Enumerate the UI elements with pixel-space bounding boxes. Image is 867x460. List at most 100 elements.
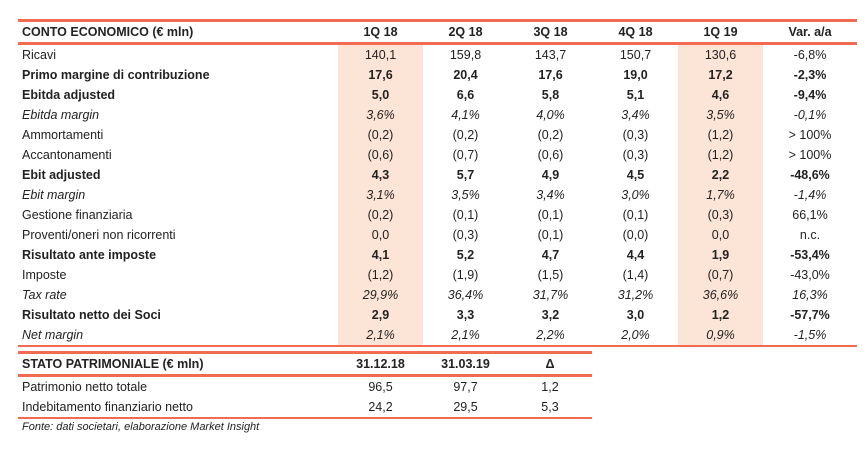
row-value: 150,7: [619, 48, 652, 62]
table-row: Imposte (1,2) (1,9) (1,5) (1,4) (0,7) -43,0%: [18, 265, 857, 285]
row-label: Ricavi: [22, 48, 57, 62]
row-value: (0,2): [537, 128, 564, 142]
row-value: 1,7%: [678, 185, 763, 205]
row-value: 2,0%: [621, 328, 650, 342]
row-value: 4,1: [338, 245, 423, 265]
table-row: Ebit margin 3,1% 3,5% 3,4% 3,0% 1,7% -1,4%: [18, 185, 857, 205]
row-value: 17,2: [678, 65, 763, 85]
table-row: Indebitamento finanziario netto 24,2 29,5 5…: [18, 397, 592, 418]
row-value: 4,9: [541, 168, 560, 182]
row-value: 5,3: [541, 400, 559, 414]
row-value: 4,0%: [536, 108, 565, 122]
table-title: CONTO ECONOMICO (€ mln): [18, 20, 338, 45]
row-value: -48,6%: [790, 168, 830, 182]
row-value: 3,0%: [621, 188, 650, 202]
row-label: Primo margine di contribuzione: [22, 68, 210, 82]
table-row: Ricavi 140,1 159,8 143,7 150,7 130,6 -6,8%: [18, 43, 857, 65]
row-value: 0,0: [678, 225, 763, 245]
table-row: Ebitda margin 3,6% 4,1% 4,0% 3,4% 3,5% -0,1%: [18, 105, 857, 125]
column-header: Var. a/a: [763, 20, 857, 45]
row-label: Risultato ante imposte: [22, 248, 157, 262]
column-header: 1Q 18: [338, 20, 423, 45]
row-value: (0,6): [338, 145, 423, 165]
row-value: 2,9: [338, 305, 423, 325]
row-value: 3,1%: [338, 185, 423, 205]
row-label: Accantonamenti: [22, 148, 112, 162]
row-label: Proventi/oneri non ricorrenti: [22, 228, 176, 242]
row-value: 1,2: [678, 305, 763, 325]
row-value: 5,1: [626, 88, 645, 102]
row-value: (0,3): [622, 128, 649, 142]
row-value: 17,6: [538, 68, 563, 82]
row-value: 5,0: [338, 85, 423, 105]
row-value: n.c.: [799, 228, 821, 242]
row-label: Risultato netto dei Soci: [22, 308, 161, 322]
row-value: 2,2: [678, 165, 763, 185]
balance-sheet-table: STATO PATRIMONIALE (€ mln) 31.12.18 31.03.…: [18, 351, 592, 419]
row-value: 3,6%: [338, 105, 423, 125]
table-row: Risultato ante imposte 4,1 5,2 4,7 4,4 1,9 -53…: [18, 245, 857, 265]
column-header: 31.03.19: [423, 352, 508, 377]
row-value: (1,2): [678, 125, 763, 145]
table-row: Gestione finanziaria (0,2) (0,1) (0,1) (0,1)…: [18, 205, 857, 225]
table-row: Primo margine di contribuzione 17,6 20,4 17…: [18, 65, 857, 85]
table-row: Proventi/oneri non ricorrenti 0,0 (0,3) (0,…: [18, 225, 857, 245]
row-value: 5,8: [541, 88, 560, 102]
row-value: 3,4%: [621, 108, 650, 122]
row-value: 29,9%: [338, 285, 423, 305]
row-value: 5,2: [456, 248, 475, 262]
row-value: 143,7: [534, 48, 567, 62]
row-label: Indebitamento finanziario netto: [22, 400, 193, 414]
row-value: 36,6%: [678, 285, 763, 305]
row-value: 66,1%: [792, 208, 828, 222]
row-value: 31,7%: [532, 288, 569, 302]
row-label: Patrimonio netto totale: [22, 380, 148, 394]
row-value: 31,2%: [617, 288, 654, 302]
row-value: (0,7): [452, 148, 479, 162]
table-row: Net margin 2,1% 2,1% 2,2% 2,0% 0,9% -1,5%: [18, 325, 857, 346]
row-value: 1,2: [541, 380, 559, 394]
row-value: 1,9: [678, 245, 763, 265]
table-header: STATO PATRIMONIALE (€ mln) 31.12.18 31.03.…: [18, 352, 592, 377]
row-value: 3,3: [456, 308, 475, 322]
table-row: Ebitda adjusted 5,0 6,6 5,8 5,1 4,6 -9,4%: [18, 85, 857, 105]
row-value: (0,1): [452, 208, 479, 222]
row-value: -1,4%: [793, 188, 827, 202]
row-value: 0,9%: [678, 325, 763, 346]
row-value: -2,3%: [793, 68, 827, 82]
row-value: (0,7): [678, 265, 763, 285]
column-header: 31.12.18: [338, 352, 423, 377]
table-row: Accantonamenti (0,6) (0,7) (0,6) (0,3) (1,2) >…: [18, 145, 857, 165]
row-value: 2,1%: [451, 328, 480, 342]
income-statement-table: CONTO ECONOMICO (€ mln) 1Q 18 2Q 18 3Q 18 4Q…: [18, 19, 857, 347]
row-value: (0,1): [537, 208, 564, 222]
row-value: -43,0%: [790, 268, 830, 282]
row-value: -53,4%: [790, 248, 830, 262]
row-value: 3,5%: [678, 105, 763, 125]
column-header: 1Q 19: [678, 20, 763, 45]
row-value: 3,4%: [536, 188, 565, 202]
column-header: Δ: [508, 352, 592, 377]
table-row: Risultato netto dei Soci 2,9 3,3 3,2 3,0 1,2 -…: [18, 305, 857, 325]
row-value: (0,3): [452, 228, 479, 242]
row-value: (0,2): [452, 128, 479, 142]
row-value: 4,7: [541, 248, 560, 262]
row-value: 4,3: [338, 165, 423, 185]
table-header: CONTO ECONOMICO (€ mln) 1Q 18 2Q 18 3Q 18 4Q…: [18, 20, 857, 45]
row-value: 3,2: [541, 308, 560, 322]
row-value: 2,1%: [338, 325, 423, 346]
row-value: (0,2): [338, 205, 423, 225]
column-header: 3Q 18: [508, 20, 593, 45]
row-value: (1,9): [452, 268, 479, 282]
row-value: 4,1%: [451, 108, 480, 122]
row-value: 5,7: [456, 168, 475, 182]
row-value: 159,8: [449, 48, 482, 62]
row-value: -9,4%: [793, 88, 827, 102]
row-value: 36,4%: [447, 288, 484, 302]
row-value: 97,7: [453, 380, 478, 394]
row-value: 17,6: [338, 65, 423, 85]
row-value: 19,0: [623, 68, 648, 82]
row-label: Ebit adjusted: [22, 168, 101, 182]
row-value: -57,7%: [790, 308, 830, 322]
table-row: Ammortamenti (0,2) (0,2) (0,2) (0,3) (1,2) > 1…: [18, 125, 857, 145]
